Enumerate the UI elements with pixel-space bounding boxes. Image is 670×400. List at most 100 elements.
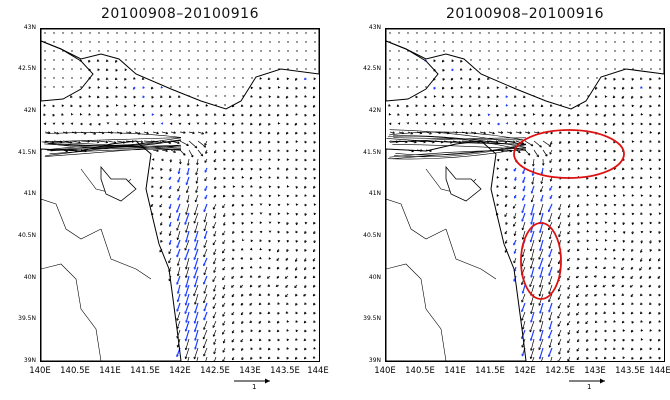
land-dot xyxy=(188,59,190,61)
land-dot xyxy=(524,41,526,43)
vector-head xyxy=(194,338,197,341)
current-vector xyxy=(548,284,553,294)
vector-head xyxy=(496,114,500,117)
vector-head xyxy=(550,131,554,135)
land-dot xyxy=(623,41,625,43)
current-vector xyxy=(204,176,208,182)
land-dot xyxy=(233,50,235,52)
vector-head xyxy=(222,350,226,353)
vector-head xyxy=(52,104,55,108)
land-dot xyxy=(488,50,490,52)
current-vector xyxy=(194,329,199,341)
vector-head xyxy=(286,141,289,144)
current-vector xyxy=(185,347,190,359)
vector-head xyxy=(567,158,571,162)
vector-head xyxy=(649,293,652,297)
vector-head xyxy=(294,285,297,289)
vector-head xyxy=(250,194,253,197)
land-dot xyxy=(314,59,316,61)
current-vector xyxy=(549,230,553,240)
vector-head xyxy=(640,122,644,126)
vector-head xyxy=(521,326,525,330)
vector-head xyxy=(222,277,225,281)
vector-head xyxy=(267,284,271,287)
vector-head xyxy=(276,167,280,170)
current-vector xyxy=(541,167,544,175)
vector-head xyxy=(258,123,262,126)
vector-head xyxy=(295,104,298,107)
vector-head xyxy=(304,213,307,216)
land-dot xyxy=(179,68,181,70)
vector-head xyxy=(478,113,481,117)
vector-head xyxy=(295,87,298,90)
prefecture-border xyxy=(100,228,152,280)
land-dot xyxy=(542,86,544,88)
vector-head xyxy=(285,176,289,179)
land-dot xyxy=(560,50,562,52)
vector-head xyxy=(250,357,253,360)
vector-head xyxy=(249,320,252,323)
current-vector xyxy=(188,131,195,134)
vector-head xyxy=(604,166,607,170)
vector-head xyxy=(313,168,316,171)
vector-head xyxy=(232,213,235,216)
vector-head xyxy=(433,95,437,98)
vector-head xyxy=(513,233,517,237)
land-dot xyxy=(62,86,64,88)
land-dot xyxy=(533,41,535,43)
vector-head xyxy=(250,329,253,332)
vector-head xyxy=(649,176,653,179)
land-dot xyxy=(179,77,181,79)
vector-head xyxy=(577,222,580,226)
vector-head xyxy=(640,285,643,288)
vector-head xyxy=(304,329,307,333)
current-vector xyxy=(204,140,208,146)
vector-head xyxy=(518,150,521,154)
vector-head xyxy=(159,232,163,235)
reference-arrow-icon xyxy=(234,378,270,384)
vector-head xyxy=(250,122,253,126)
current-vector xyxy=(213,338,217,345)
land-dot xyxy=(53,50,55,52)
vector-head xyxy=(160,85,164,89)
vector-head xyxy=(567,231,570,235)
coastline xyxy=(41,140,182,361)
reference-arrow-icon xyxy=(569,378,605,384)
land-dot xyxy=(125,50,127,52)
x-tick-label: 141.5E xyxy=(475,366,505,376)
vector-head xyxy=(203,228,207,232)
land-dot xyxy=(515,41,517,43)
vector-head xyxy=(196,122,200,125)
current-vector xyxy=(143,140,154,143)
vector-head xyxy=(277,95,280,99)
current-vector xyxy=(461,140,472,142)
current-vector xyxy=(398,131,405,134)
vector-head xyxy=(520,282,524,285)
vector-head xyxy=(286,194,290,198)
x-tick-label: 140E xyxy=(29,366,51,376)
land-dot xyxy=(44,32,46,34)
current-vector xyxy=(547,203,553,213)
vector-head xyxy=(222,314,225,317)
vector-head xyxy=(213,261,216,265)
vector-head xyxy=(277,149,280,152)
vector-head xyxy=(486,86,490,89)
vector-head xyxy=(213,132,217,135)
vector-head xyxy=(193,321,197,324)
vector-head xyxy=(268,176,271,179)
current-vector xyxy=(152,140,162,144)
land-dot xyxy=(98,32,100,34)
vector-head xyxy=(538,347,541,351)
vector-head xyxy=(505,113,508,117)
vector-head xyxy=(539,311,542,314)
land-dot xyxy=(80,68,82,70)
vector-head xyxy=(649,230,653,234)
vector-head xyxy=(639,77,643,80)
vector-head xyxy=(577,240,580,243)
vector-head xyxy=(295,113,298,116)
current-vector xyxy=(531,176,535,185)
current-vector xyxy=(542,149,548,157)
vector-head xyxy=(106,105,109,108)
current-vector xyxy=(539,302,544,314)
land-dot xyxy=(89,50,91,52)
